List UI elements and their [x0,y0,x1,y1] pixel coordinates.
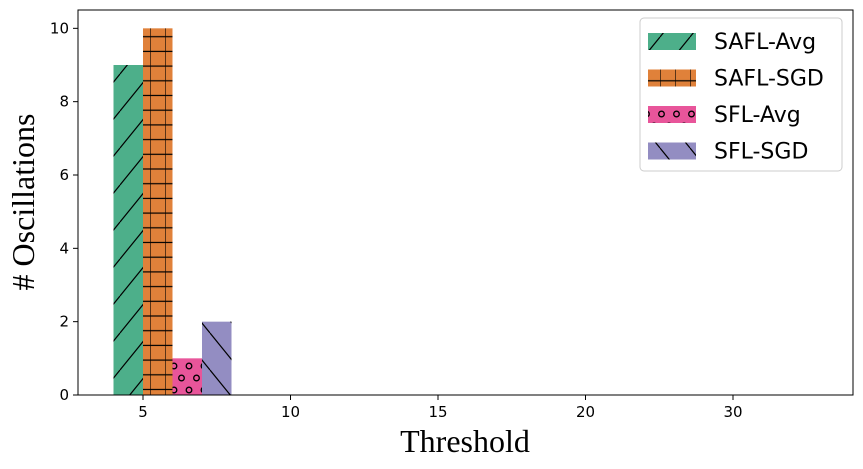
x-axis-ticks: 5 10 15 20 30 [138,395,743,421]
legend-label-sfl-avg: SFL-Avg [714,103,801,128]
legend-frame [639,17,843,172]
bar-hatch-safl-sgd-5 [143,28,173,395]
x-tick-label: 30 [723,403,742,421]
plot-frame [77,9,854,396]
y-tick-label: 2 [59,313,69,331]
legend-label-safl-sgd: SAFL-SGD [714,67,824,92]
legend-label-safl-avg: SAFL-Avg [714,30,816,55]
x-axis-title: Threshold [400,423,530,459]
x-tick-label: 5 [138,403,148,421]
legend-swatch-hatch-sfl-avg [648,106,696,123]
y-axis-ticks: 0 2 4 6 8 10 [50,19,78,404]
legend-swatch-hatch-safl-sgd [648,69,696,87]
y-axis-title: # Oscillations [5,114,41,291]
legend-swatch-hatch-safl-avg [648,33,696,50]
bar-hatch-sfl-sgd-5 [202,321,232,395]
x-tick-label: 20 [576,403,595,421]
y-tick-label: 8 [59,93,69,111]
y-tick-label: 0 [59,386,69,404]
bars-layer [113,28,232,395]
y-tick-label: 4 [59,239,69,257]
x-tick-label: 10 [281,403,300,421]
bar-hatch-sfl-avg-5 [172,358,202,395]
bar-hatch-safl-avg-5 [113,65,143,395]
x-tick-label: 15 [428,403,447,421]
legend: SAFL-Avg SAFL-SGD SFL-Avg SFL-SGD [639,17,843,172]
legend-swatch-hatch-sfl-sgd [648,142,696,160]
y-tick-label: 10 [50,19,69,37]
legend-label-sfl-sgd: SFL-SGD [714,140,808,165]
y-tick-label: 6 [59,166,69,184]
